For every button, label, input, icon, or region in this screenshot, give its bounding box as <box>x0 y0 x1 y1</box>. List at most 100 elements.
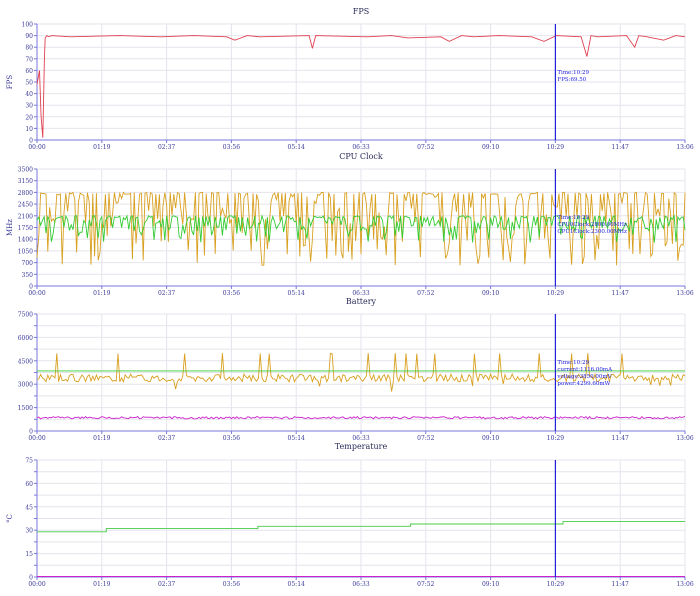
x-tick-label: 11:47 <box>612 581 629 588</box>
x-tick-label: 07:52 <box>417 435 434 442</box>
y-tick-label: 75 <box>25 458 33 465</box>
cursor-tooltip-line: power:4299.60mW <box>557 381 610 387</box>
x-tick-label: 00:00 <box>28 290 45 297</box>
y-tick-label: 15 <box>25 551 33 558</box>
y-tick-label: 3500 <box>18 167 33 174</box>
y-tick-label: 3150 <box>18 178 33 185</box>
chart-title: Temperature <box>335 442 388 451</box>
x-tick-label: 10:29 <box>547 144 564 151</box>
x-tick-label: 03:56 <box>223 435 240 442</box>
y-tick-label: 0 <box>29 575 33 582</box>
x-tick-label: 05:14 <box>288 144 305 151</box>
chart-panel-1: 0 350 700 1050 1400 1750 2100 2450 2800 3150 3500 0… <box>6 152 694 297</box>
series-line-2 <box>36 415 686 420</box>
series-line-0 <box>36 34 686 138</box>
x-tick-label: 06:33 <box>352 581 369 588</box>
x-tick-label: 06:33 <box>352 435 369 442</box>
y-tick-label: 0 <box>29 284 33 291</box>
cursor-tooltip-line: FPS:69.50 <box>557 77 586 83</box>
cursor-tooltip-line: Time:10:29 <box>557 215 589 221</box>
y-axis-label: °C <box>6 514 14 523</box>
x-tick-label: 09:10 <box>482 144 499 151</box>
series-line-1 <box>36 214 686 243</box>
x-tick-label: 13:06 <box>676 581 693 588</box>
x-tick-label: 03:56 <box>223 144 240 151</box>
x-tick-label: 10:29 <box>547 581 564 588</box>
x-tick-label: 13:06 <box>676 144 693 151</box>
y-axis-label: MHz <box>6 219 14 236</box>
x-tick-label: 11:47 <box>612 290 629 297</box>
x-tick-label: 03:56 <box>223 581 240 588</box>
y-tick-label: 700 <box>22 260 34 267</box>
x-tick-label: 13:06 <box>676 435 693 442</box>
x-tick-label: 06:33 <box>352 144 369 151</box>
y-tick-label: 3000 <box>18 382 33 389</box>
chart-panel-3: 0 15 30 45 60 75 00:00 01:19 02:37 03:56 05:14 06:3… <box>6 442 694 588</box>
chart-title: CPU Clock <box>339 152 383 161</box>
x-tick-label: 09:10 <box>482 435 499 442</box>
y-tick-label: 70 <box>25 56 33 63</box>
chart-title: Battery <box>346 297 377 306</box>
x-tick-label: 02:37 <box>158 290 175 297</box>
x-tick-label: 02:37 <box>158 435 175 442</box>
series-line-0 <box>36 191 686 266</box>
y-tick-label: 30 <box>25 528 33 535</box>
x-tick-label: 07:52 <box>417 144 434 151</box>
y-tick-label: 80 <box>25 45 33 52</box>
chart-title: FPS <box>353 7 369 16</box>
x-tick-label: 05:14 <box>288 581 305 588</box>
y-tick-label: 90 <box>25 33 33 40</box>
x-tick-label: 13:06 <box>676 290 693 297</box>
x-tick-label: 01:19 <box>93 581 110 588</box>
x-tick-label: 06:33 <box>352 290 369 297</box>
chart-panel-0: 0 10 20 30 40 50 60 70 80 90 100 00:00 01:19 02:37 03:… <box>6 7 694 151</box>
y-tick-label: 6000 <box>18 335 33 342</box>
y-tick-label: 4500 <box>18 358 33 365</box>
y-tick-label: 40 <box>25 91 33 98</box>
x-tick-label: 02:37 <box>158 144 175 151</box>
y-tick-label: 50 <box>25 80 33 87</box>
x-tick-label: 10:29 <box>547 290 564 297</box>
y-tick-label: 1400 <box>18 237 33 244</box>
y-tick-label: 20 <box>25 114 33 121</box>
y-tick-label: 1050 <box>18 248 33 255</box>
x-tick-label: 05:14 <box>288 435 305 442</box>
y-tick-label: 2100 <box>18 213 33 220</box>
y-tick-label: 10 <box>25 126 33 133</box>
y-tick-label: 0 <box>29 138 33 145</box>
cursor-tooltip-line: voltage:3850.00mV <box>556 374 612 380</box>
x-tick-label: 09:10 <box>482 290 499 297</box>
x-tick-label: 00:00 <box>28 435 45 442</box>
series-line-0 <box>37 521 685 533</box>
x-tick-label: 01:19 <box>93 290 110 297</box>
x-tick-label: 11:47 <box>612 144 629 151</box>
y-tick-label: 2450 <box>18 202 33 209</box>
x-tick-label: 00:00 <box>28 581 45 588</box>
y-tick-label: 30 <box>25 103 33 110</box>
y-tick-label: 60 <box>25 481 33 488</box>
x-tick-label: 10:29 <box>547 435 564 442</box>
y-tick-label: 1500 <box>18 405 33 412</box>
x-tick-label: 00:00 <box>28 144 45 151</box>
y-tick-label: 7500 <box>18 312 33 319</box>
x-tick-label: 09:10 <box>482 581 499 588</box>
chart-panel-2: 0 1500 3000 4500 6000 7500 00:00 01:19 02:37 03:5… <box>18 297 694 442</box>
y-tick-label: 45 <box>25 504 33 511</box>
y-axis-label: FPS <box>6 75 14 90</box>
cursor-tooltip-line: CPU1Clock:2300.00MHz <box>557 229 627 235</box>
x-tick-label: 01:19 <box>93 435 110 442</box>
cursor-tooltip-line: CPU0Clock:2800.00MHz <box>557 222 627 228</box>
cursor-tooltip-line: Time:10:29 <box>557 360 589 366</box>
y-tick-label: 1750 <box>18 225 33 232</box>
x-tick-label: 11:47 <box>612 435 629 442</box>
x-tick-label: 05:14 <box>288 290 305 297</box>
y-tick-label: 2800 <box>18 190 33 197</box>
y-tick-label: 60 <box>25 68 33 75</box>
x-tick-label: 07:52 <box>417 290 434 297</box>
x-tick-label: 01:19 <box>93 144 110 151</box>
y-tick-label: 100 <box>22 22 34 29</box>
cursor-tooltip-line: Time:10:29 <box>557 70 589 76</box>
series-line-0 <box>36 352 686 392</box>
